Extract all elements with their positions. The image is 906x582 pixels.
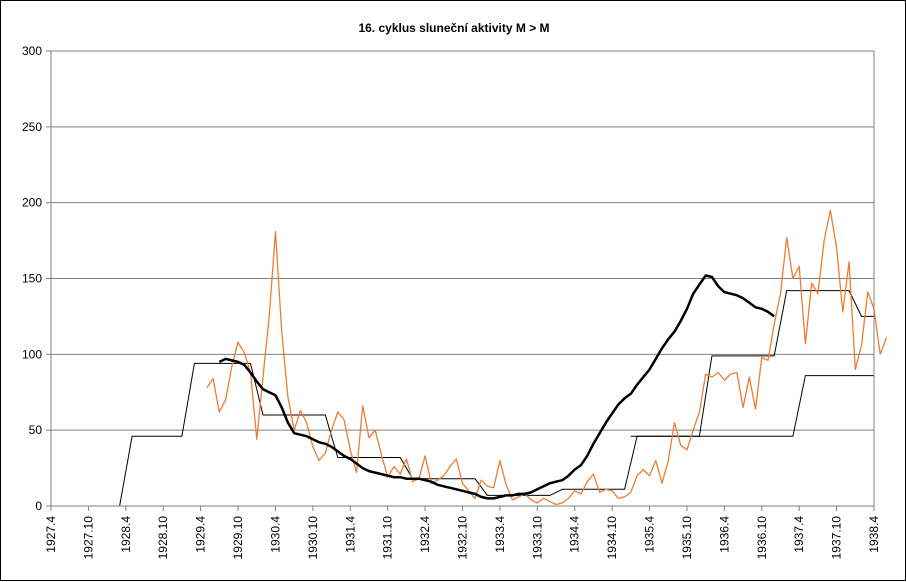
x-tick-label: 1928.4 — [119, 516, 133, 553]
x-tick-label: 1931.4 — [343, 516, 357, 553]
grid-lines — [46, 50, 874, 507]
series-line-monthly — [206, 209, 888, 506]
y-tick-label: 50 — [29, 423, 43, 437]
series-line-smoothed — [218, 274, 775, 500]
x-tick-label: 1932.10 — [456, 516, 470, 560]
x-tick-label: 1935.10 — [680, 516, 694, 560]
x-tick-label: 1932.4 — [418, 516, 432, 553]
x-tick-label: 1934.10 — [605, 516, 619, 560]
y-tick-label: 250 — [22, 120, 42, 134]
x-tick-label: 1930.10 — [306, 516, 320, 560]
y-axis-tick-labels: 0 50 100 150 200 250 300 — [22, 44, 42, 513]
x-tick-label: 1929.4 — [194, 516, 208, 553]
chart-title: 16. cyklus sluneční aktivity M > M — [358, 21, 549, 35]
y-tick-label: 0 — [35, 499, 42, 513]
x-tick-label: 1930.4 — [268, 516, 282, 553]
y-tick-label: 150 — [22, 272, 42, 286]
x-tick-label: 1928.10 — [156, 516, 170, 560]
x-tick-label: 1933.10 — [530, 516, 544, 560]
x-tick-label: 1927.10 — [81, 516, 95, 560]
x-tick-label: 1938.4 — [867, 516, 881, 553]
x-tick-label: 1931.10 — [381, 516, 395, 560]
y-tick-label: 100 — [22, 347, 42, 361]
y-tick-label: 200 — [22, 196, 42, 210]
x-tick-label: 1937.4 — [792, 516, 806, 553]
x-tick-label: 1934.4 — [568, 516, 582, 553]
x-tick-label: 1936.10 — [755, 516, 769, 560]
series-line-step — [51, 290, 874, 507]
series-line-step — [630, 375, 874, 437]
x-tick-label: 1929.10 — [231, 516, 245, 560]
plot-area-border — [50, 50, 875, 507]
x-axis-tick-labels: 1927.4 1927.10 1928.4 1928.10 1929.4 1929.10 1… — [44, 506, 881, 559]
x-tick-label: 1937.10 — [830, 516, 844, 560]
y-tick-label: 300 — [22, 44, 42, 58]
x-tick-label: 1927.4 — [44, 516, 58, 553]
x-tick-label: 1936.4 — [717, 516, 731, 553]
data-series — [51, 209, 888, 507]
x-tick-label: 1933.4 — [493, 516, 507, 553]
x-tick-label: 1935.4 — [643, 516, 657, 553]
